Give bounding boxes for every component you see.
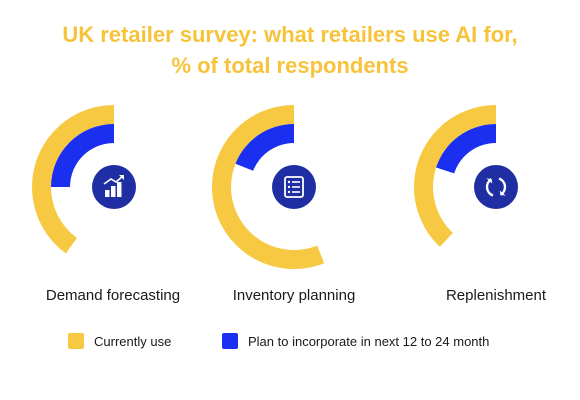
bar-chart-icon: [92, 165, 136, 209]
cycle-icon: [474, 165, 518, 209]
category-label-demand-forecasting: Demand forecasting: [45, 287, 181, 304]
arc-currently-use-inventory-planning: [212, 105, 325, 269]
legend-label-currently-use: Currently use: [94, 333, 172, 349]
legend-label-plan: Plan to incorporate in next 12 to 24 mon…: [248, 333, 490, 349]
arc-plan-demand-forecasting: [51, 124, 114, 187]
legend-plan-to-incorporate: Plan to incorporate in next 12 to 24 mon…: [222, 333, 489, 349]
category-label-inventory-planning: Inventory planning: [232, 287, 356, 304]
legend-currently-use: Currently use: [68, 333, 171, 349]
chart-title-line2: % of total respondents: [171, 53, 409, 78]
category-label-replenishment: Replenishment: [445, 287, 547, 304]
list-icon: [272, 165, 316, 209]
chart-title-line1: UK retailer survey: what retailers use A…: [62, 22, 518, 47]
arc-plan-inventory-planning: [235, 124, 294, 171]
arc-plan-replenishment: [436, 124, 496, 174]
arc-currently-use-replenishment: [414, 105, 496, 247]
arc-currently-use-demand-forecasting: [32, 105, 115, 254]
legend-swatch-currently-use: [68, 333, 84, 349]
legend-swatch-plan: [222, 333, 238, 349]
